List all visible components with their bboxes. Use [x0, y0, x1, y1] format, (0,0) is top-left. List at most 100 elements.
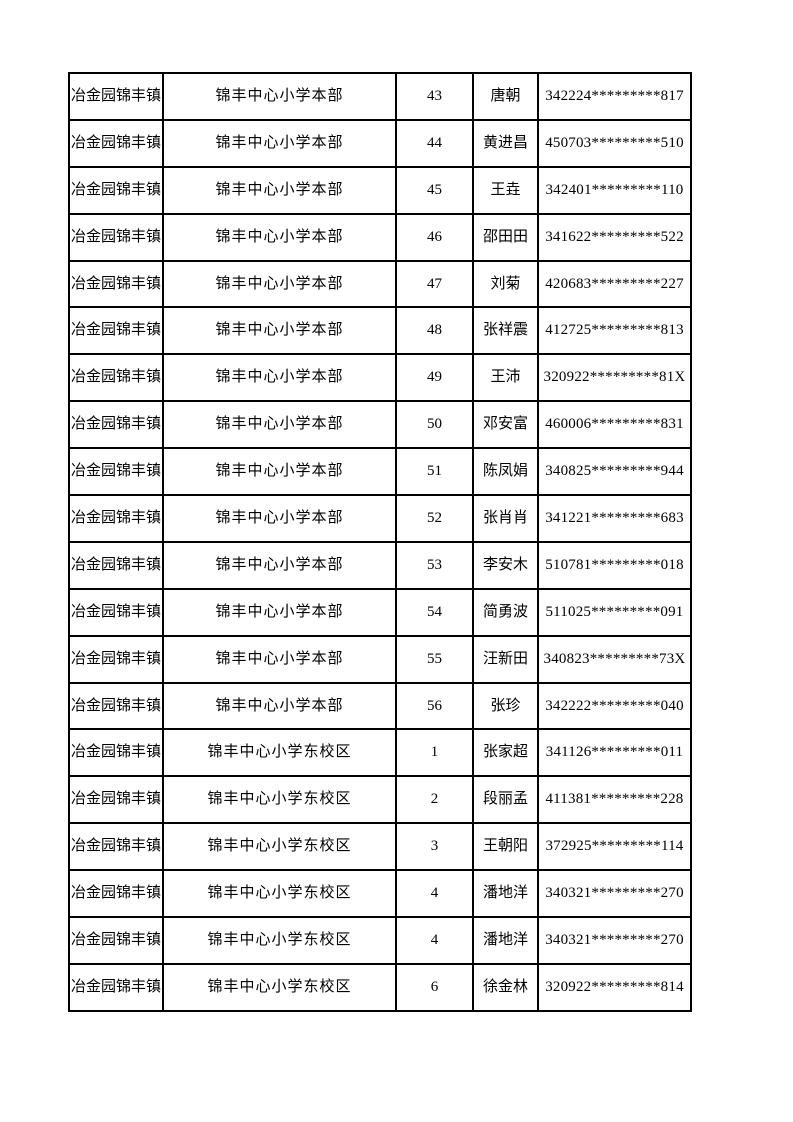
- town-cell: 冶金园锦丰镇: [68, 353, 164, 403]
- roster-table-body: 冶金园锦丰镇 锦丰中心小学本部 43 唐朝 342224*********817 冶金园锦…: [68, 72, 692, 1012]
- school-cell: 锦丰中心小学本部: [162, 165, 397, 215]
- school-cell: 锦丰中心小学本部: [162, 400, 397, 450]
- number-cell: 4: [395, 869, 474, 919]
- id-cell: 342401*********110: [537, 165, 692, 215]
- number-cell: 44: [395, 118, 474, 168]
- number-cell: 56: [395, 681, 474, 731]
- table-row: 冶金园锦丰镇 锦丰中心小学本部 48 张祥震 412725*********813: [68, 306, 692, 356]
- id-cell: 412725*********813: [537, 306, 692, 356]
- number-cell: 48: [395, 306, 474, 356]
- school-cell: 锦丰中心小学本部: [162, 306, 397, 356]
- number-cell: 51: [395, 447, 474, 497]
- school-cell: 锦丰中心小学东校区: [162, 916, 397, 965]
- name-cell: 汪新田: [472, 634, 539, 684]
- number-cell: 45: [395, 165, 474, 215]
- name-cell: 李安木: [472, 540, 539, 590]
- number-cell: 50: [395, 400, 474, 450]
- school-cell: 锦丰中心小学东校区: [162, 962, 397, 1012]
- name-cell: 王沛: [472, 353, 539, 403]
- id-cell: 340321*********270: [537, 869, 692, 919]
- table-row: 冶金园锦丰镇 锦丰中心小学东校区 1 张家超 341126*********011: [68, 728, 692, 778]
- table-row: 冶金园锦丰镇 锦丰中心小学本部 54 简勇波 511025*********091: [68, 587, 692, 637]
- town-cell: 冶金园锦丰镇: [68, 540, 164, 590]
- town-cell: 冶金园锦丰镇: [68, 259, 164, 309]
- table-row: 冶金园锦丰镇 锦丰中心小学本部 43 唐朝 342224*********817: [68, 72, 692, 121]
- school-cell: 锦丰中心小学本部: [162, 447, 397, 497]
- name-cell: 邓安富: [472, 400, 539, 450]
- number-cell: 3: [395, 822, 474, 872]
- id-cell: 342222*********040: [537, 681, 692, 731]
- number-cell: 2: [395, 775, 474, 825]
- school-cell: 锦丰中心小学本部: [162, 587, 397, 637]
- name-cell: 潘地洋: [472, 869, 539, 919]
- town-cell: 冶金园锦丰镇: [68, 728, 164, 778]
- id-cell: 411381*********228: [537, 775, 692, 825]
- school-cell: 锦丰中心小学东校区: [162, 775, 397, 825]
- number-cell: 47: [395, 259, 474, 309]
- id-cell: 460006*********831: [537, 400, 692, 450]
- id-cell: 420683*********227: [537, 259, 692, 309]
- number-cell: 1: [395, 728, 474, 778]
- town-cell: 冶金园锦丰镇: [68, 118, 164, 168]
- number-cell: 4: [395, 916, 474, 965]
- table-row: 冶金园锦丰镇 锦丰中心小学东校区 2 段丽孟 411381*********228: [68, 775, 692, 825]
- name-cell: 黄进昌: [472, 118, 539, 168]
- name-cell: 王垚: [472, 165, 539, 215]
- school-cell: 锦丰中心小学东校区: [162, 728, 397, 778]
- name-cell: 刘菊: [472, 259, 539, 309]
- town-cell: 冶金园锦丰镇: [68, 447, 164, 497]
- number-cell: 6: [395, 962, 474, 1012]
- id-cell: 341126*********011: [537, 728, 692, 778]
- id-cell: 372925*********114: [537, 822, 692, 872]
- id-cell: 320922*********814: [537, 962, 692, 1012]
- number-cell: 53: [395, 540, 474, 590]
- number-cell: 54: [395, 587, 474, 637]
- town-cell: 冶金园锦丰镇: [68, 869, 164, 919]
- name-cell: 徐金林: [472, 962, 539, 1012]
- id-cell: 340825*********944: [537, 447, 692, 497]
- table-row: 冶金园锦丰镇 锦丰中心小学东校区 4 潘地洋 340321*********270: [68, 869, 692, 919]
- name-cell: 陈凤娟: [472, 447, 539, 497]
- town-cell: 冶金园锦丰镇: [68, 587, 164, 637]
- name-cell: 邵田田: [472, 212, 539, 262]
- table-row: 冶金园锦丰镇 锦丰中心小学东校区 3 王朝阳 372925*********114: [68, 822, 692, 872]
- id-cell: 340321*********270: [537, 916, 692, 965]
- table-row: 冶金园锦丰镇 锦丰中心小学本部 47 刘菊 420683*********227: [68, 259, 692, 309]
- id-cell: 341221*********683: [537, 494, 692, 543]
- school-cell: 锦丰中心小学本部: [162, 681, 397, 731]
- school-cell: 锦丰中心小学东校区: [162, 822, 397, 872]
- table-row: 冶金园锦丰镇 锦丰中心小学本部 53 李安木 510781*********018: [68, 540, 692, 590]
- school-cell: 锦丰中心小学东校区: [162, 869, 397, 919]
- school-cell: 锦丰中心小学本部: [162, 494, 397, 543]
- id-cell: 340823*********73X: [537, 634, 692, 684]
- number-cell: 43: [395, 72, 474, 121]
- town-cell: 冶金园锦丰镇: [68, 775, 164, 825]
- town-cell: 冶金园锦丰镇: [68, 306, 164, 356]
- number-cell: 46: [395, 212, 474, 262]
- name-cell: 简勇波: [472, 587, 539, 637]
- town-cell: 冶金园锦丰镇: [68, 916, 164, 965]
- name-cell: 王朝阳: [472, 822, 539, 872]
- town-cell: 冶金园锦丰镇: [68, 165, 164, 215]
- number-cell: 55: [395, 634, 474, 684]
- id-cell: 510781*********018: [537, 540, 692, 590]
- name-cell: 段丽孟: [472, 775, 539, 825]
- table-row: 冶金园锦丰镇 锦丰中心小学本部 44 黄进昌 450703*********510: [68, 118, 692, 168]
- number-cell: 52: [395, 494, 474, 543]
- school-cell: 锦丰中心小学本部: [162, 259, 397, 309]
- school-cell: 锦丰中心小学本部: [162, 634, 397, 684]
- id-cell: 341622*********522: [537, 212, 692, 262]
- table-row: 冶金园锦丰镇 锦丰中心小学本部 56 张珍 342222*********040: [68, 681, 692, 731]
- school-cell: 锦丰中心小学本部: [162, 540, 397, 590]
- town-cell: 冶金园锦丰镇: [68, 400, 164, 450]
- town-cell: 冶金园锦丰镇: [68, 681, 164, 731]
- id-cell: 450703*********510: [537, 118, 692, 168]
- town-cell: 冶金园锦丰镇: [68, 962, 164, 1012]
- table-row: 冶金园锦丰镇 锦丰中心小学本部 45 王垚 342401*********110: [68, 165, 692, 215]
- town-cell: 冶金园锦丰镇: [68, 212, 164, 262]
- id-cell: 320922*********81X: [537, 353, 692, 403]
- id-cell: 342224*********817: [537, 72, 692, 121]
- table-row: 冶金园锦丰镇 锦丰中心小学本部 52 张肖肖 341221*********683: [68, 494, 692, 543]
- school-cell: 锦丰中心小学本部: [162, 72, 397, 121]
